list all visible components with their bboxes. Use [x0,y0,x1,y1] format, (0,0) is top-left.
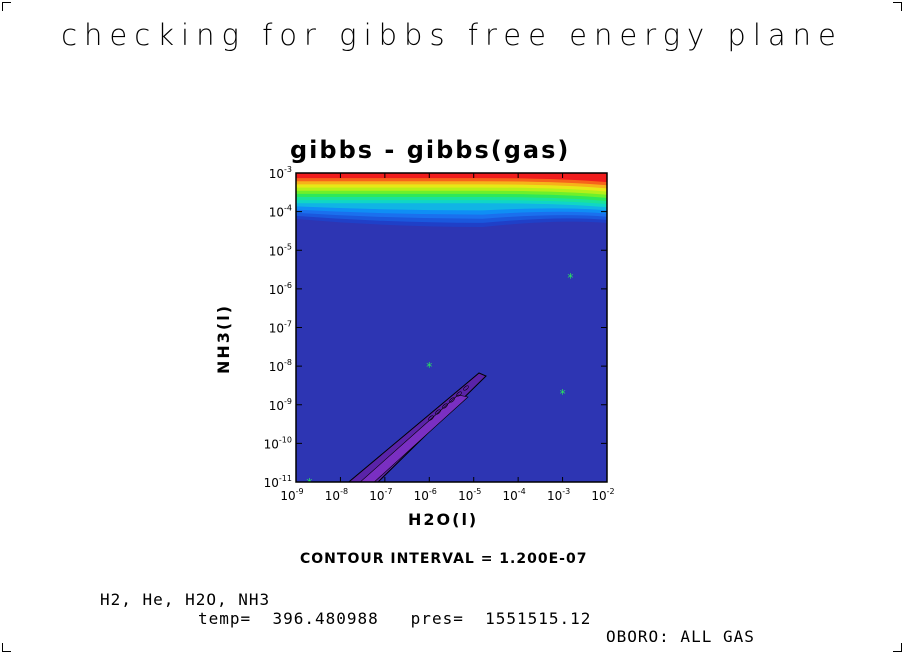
y-tick-label: 10-8 [269,358,292,374]
pres-value: 1551515.12 [485,609,592,628]
contour-interval-note: CONTOUR INTERVAL = 1.200E-07 [300,551,588,567]
corner-mark-top-left [2,2,11,11]
trough-contour-loop [449,397,455,403]
y-tick-label: 10-7 [269,320,292,336]
data-marker: * [306,476,312,490]
trough-contour-loop [456,391,462,397]
temp-label: temp= [198,609,252,628]
x-tick-label: 10-2 [591,487,614,503]
x-tick-label: 10-5 [458,487,481,503]
y-tick-label: 10-9 [269,397,292,413]
page-title: checking for gibbs free energy plane [61,18,843,52]
trough-contour-loop [463,385,469,391]
trough-contour-loop [442,403,448,409]
x-tick-label: 10-9 [280,487,303,503]
y-tick-label: 10-3 [269,165,292,181]
y-tick-label: 10-5 [269,242,292,258]
x-tick-label: 10-7 [369,487,392,503]
trough-contour-loop [435,409,441,415]
data-marker: * [567,271,573,285]
contour-band [296,173,607,183]
y-tick-label: 10-4 [269,204,292,220]
x-tick-label: 10-4 [503,487,526,503]
pres-label: pres= [410,609,464,628]
y-tick-label: 10-11 [264,474,292,490]
data-marker: * [560,387,566,401]
data-marker: * [426,360,432,374]
trough-contour-loop [428,415,434,421]
chart-title: gibbs - gibbs(gas) [290,136,571,164]
x-tick-label: 10-3 [547,487,570,503]
corner-mark-top-right [893,2,902,11]
temp-value: 396.480988 [272,609,379,628]
corner-mark-bottom-left [2,643,11,652]
y-tick-label: 10-6 [269,281,292,297]
species-list: H2, He, H2O, NH3 [100,590,271,609]
y-tick-label: 10-10 [264,435,292,451]
x-tick-label: 10-8 [325,487,348,503]
x-axis-label: H2O(l) [408,510,479,529]
conditions-line: temp= 396.480988 pres= 1551515.12 [198,609,591,628]
x-tick-label: 10-6 [414,487,437,503]
trough-inner-contour [359,394,469,482]
corner-mark-bottom-right [893,643,902,652]
footer-label: OBORO: ALL GAS [606,627,755,646]
